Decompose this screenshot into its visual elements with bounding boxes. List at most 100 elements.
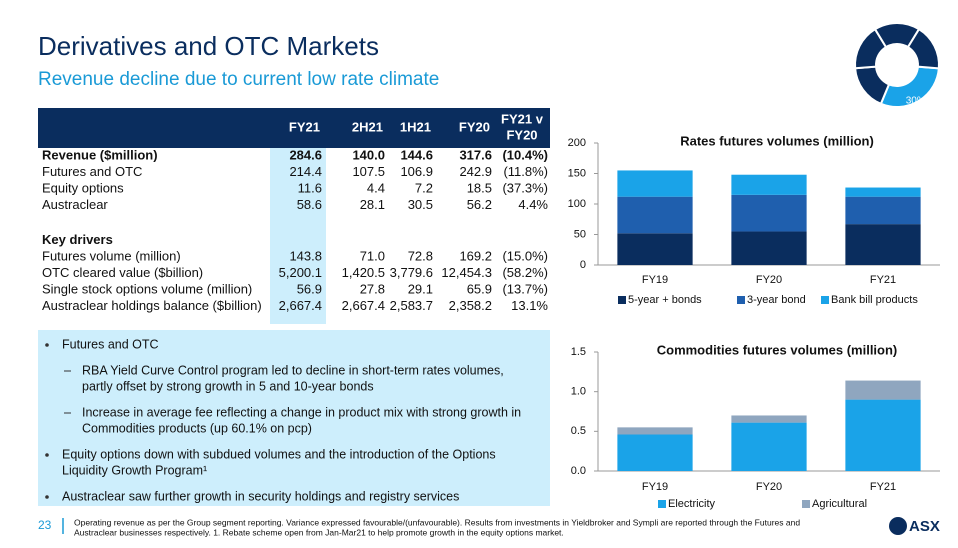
- bar-segment: [731, 194, 807, 232]
- cell: 4.4%: [518, 197, 548, 212]
- y-tick-label: 200: [568, 137, 586, 149]
- table-header: FY21 v: [501, 111, 544, 126]
- x-tick-label: FY19: [642, 481, 668, 493]
- cell: 29.1: [408, 282, 433, 297]
- bullet-dot: [45, 453, 49, 457]
- cell: 56.9: [297, 282, 322, 297]
- cell: 7.2: [415, 181, 433, 196]
- y-tick-label: 1.5: [571, 346, 586, 358]
- row-label: Equity options: [42, 181, 124, 196]
- bullet-text: partly offset by strong growth in 5 and …: [82, 379, 374, 393]
- legend-label: Electricity: [668, 498, 716, 510]
- footnote: Operating revenue as per the Group segme…: [74, 517, 800, 527]
- x-tick-label: FY20: [756, 274, 782, 286]
- table-highlight: [270, 148, 326, 324]
- bullet-text: Increase in average fee reflecting a cha…: [82, 405, 521, 419]
- cell: (10.4%): [502, 147, 548, 162]
- cell: 58.6: [297, 197, 322, 212]
- row-label: Revenue ($million): [42, 147, 158, 162]
- cell: 2,667.4: [342, 298, 385, 313]
- cell: 214.4: [289, 164, 322, 179]
- logo-mark: [889, 517, 907, 535]
- cell: 144.6: [400, 147, 433, 162]
- logo: ASX: [909, 518, 940, 535]
- page-number: 23: [38, 518, 52, 532]
- row-label: Austraclear: [42, 197, 108, 212]
- y-tick-label: 50: [574, 228, 586, 240]
- cell: 30.5: [408, 197, 433, 212]
- row-label: Futures and OTC: [42, 164, 142, 179]
- subtitle: Revenue decline due to current low rate …: [38, 69, 439, 90]
- cell: (11.8%): [503, 164, 548, 179]
- y-tick-label: 0.5: [571, 425, 586, 437]
- cell: 284.6: [289, 147, 322, 162]
- cell: 28.1: [360, 197, 385, 212]
- bullet-text: Futures and OTC: [62, 337, 159, 351]
- row-label: Single stock options volume (million): [42, 282, 252, 297]
- x-tick-label: FY20: [756, 481, 782, 493]
- y-tick-label: 0.0: [571, 465, 586, 477]
- cell: 71.0: [360, 248, 385, 263]
- footnote: Austraclear businesses respectively. 1. …: [74, 527, 564, 537]
- cell: (58.2%): [502, 265, 548, 280]
- bar-segment: [845, 196, 921, 225]
- bullet-text: Commodities products (up 60.1% on pcp): [82, 421, 312, 435]
- cell: 12,454.3: [441, 265, 492, 280]
- bar-segment: [845, 380, 921, 400]
- cell: 13.1%: [511, 298, 548, 313]
- cell: 27.8: [360, 282, 385, 297]
- bar-segment: [617, 434, 693, 471]
- y-tick-label: 0: [580, 259, 586, 271]
- row-label: Key drivers: [42, 232, 113, 247]
- donut-rest: [906, 27, 940, 70]
- cell: 56.2: [467, 197, 492, 212]
- bullet-text: Liquidity Growth Program¹: [62, 463, 207, 477]
- y-tick-label: 100: [568, 198, 586, 210]
- legend-label: Agricultural: [812, 498, 867, 510]
- cell: 2,667.4: [279, 298, 322, 313]
- bar-segment: [845, 187, 921, 197]
- cell: 242.9: [459, 164, 492, 179]
- cell: 317.6: [459, 147, 492, 162]
- cell: 5,200.1: [279, 265, 322, 280]
- cell: 11.6: [298, 181, 322, 196]
- legend-swatch: [618, 296, 626, 304]
- y-tick-label: 1.0: [571, 386, 586, 398]
- bullet-text: Austraclear saw further growth in securi…: [62, 489, 459, 503]
- donut-label: 30%: [906, 96, 926, 107]
- table-header: 2H21: [352, 119, 383, 134]
- bullet-text: RBA Yield Curve Control program led to d…: [82, 363, 504, 377]
- cell: 169.2: [459, 248, 492, 263]
- legend-label: Bank bill products: [831, 294, 918, 306]
- x-tick-label: FY21: [870, 274, 896, 286]
- table-header: FY20: [459, 119, 490, 134]
- cell: 140.0: [352, 147, 385, 162]
- bullet-dot: [45, 495, 49, 499]
- bullet-box: [38, 330, 550, 506]
- chart-title: Rates futures volumes (million): [680, 133, 874, 148]
- legend-swatch: [737, 296, 745, 304]
- cell: (37.3%): [502, 181, 548, 196]
- cell: 107.5: [352, 164, 385, 179]
- bar-segment: [845, 224, 921, 265]
- cell: 3,779.6: [390, 265, 433, 280]
- table-header: 1H21: [400, 119, 431, 134]
- cell: 2,583.7: [390, 298, 433, 313]
- legend-swatch: [821, 296, 829, 304]
- cell: 72.8: [408, 248, 433, 263]
- row-label: OTC cleared value ($billion): [42, 265, 203, 280]
- cell: 1,420.5: [342, 265, 385, 280]
- legend-swatch: [802, 500, 810, 508]
- bar-segment: [617, 427, 693, 435]
- table-header: FY20: [506, 127, 537, 142]
- bar-segment: [731, 231, 807, 265]
- row-label: Austraclear holdings balance ($billion): [42, 298, 262, 313]
- cell: 18.5: [467, 181, 492, 196]
- title: Derivatives and OTC Markets: [38, 31, 379, 61]
- bar-segment: [617, 233, 693, 265]
- table-header-bg: [38, 108, 550, 148]
- cell: 106.9: [400, 164, 433, 179]
- x-tick-label: FY21: [870, 481, 896, 493]
- y-tick-label: 150: [568, 167, 586, 179]
